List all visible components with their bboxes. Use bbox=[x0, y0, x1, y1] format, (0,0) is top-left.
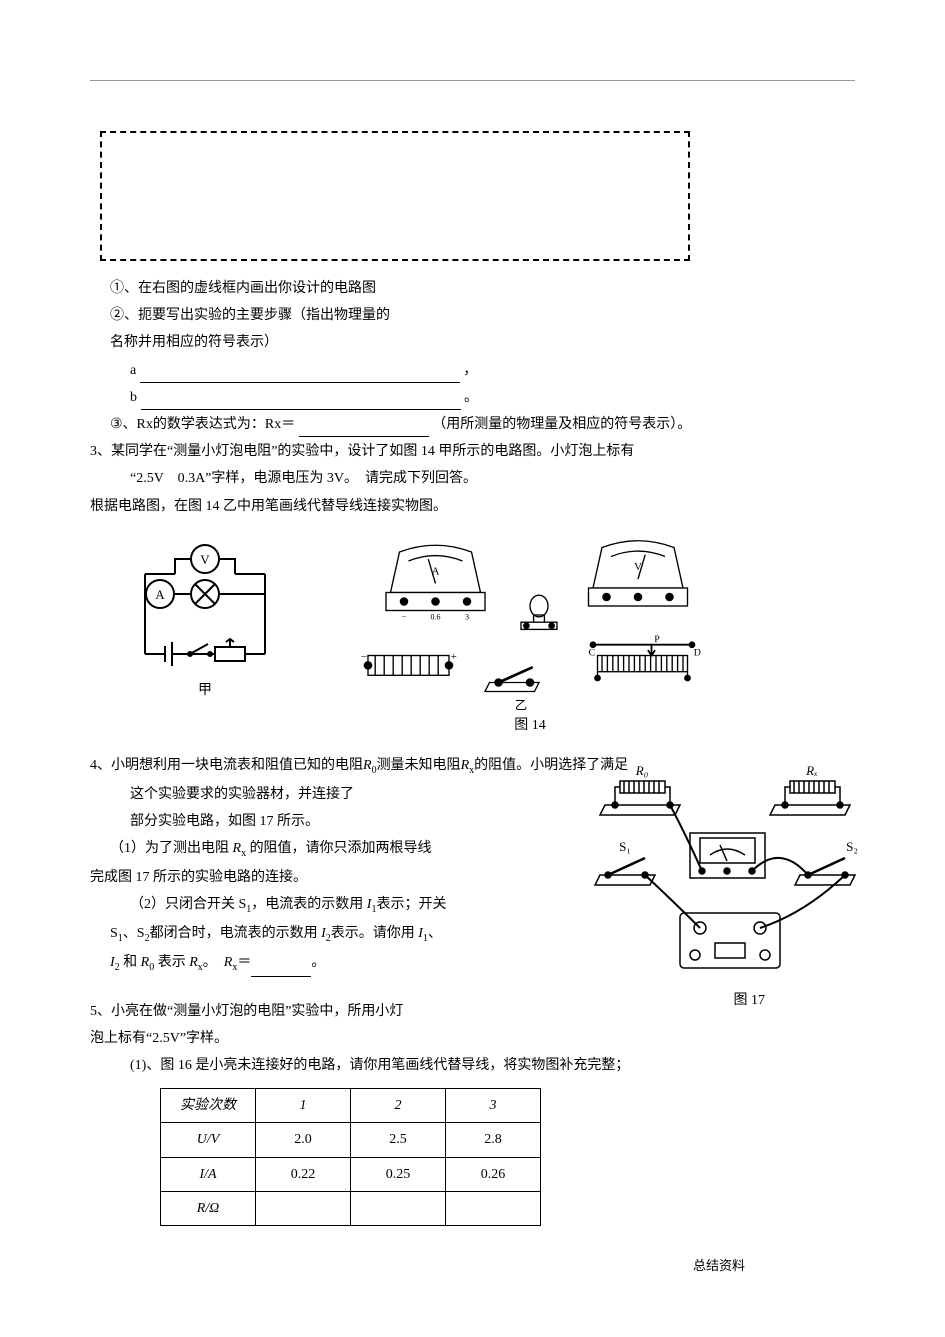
svg-text:R₀: R₀ bbox=[635, 763, 648, 778]
svg-text:甲: 甲 bbox=[198, 683, 212, 698]
instruction-line: ②、扼要写出实验的主要步骤（指出物理量的 bbox=[90, 303, 855, 328]
svg-text:S₂: S₂ bbox=[846, 839, 858, 854]
footer-text: 总结资料 bbox=[693, 1254, 745, 1277]
text: 。 bbox=[311, 955, 325, 970]
instruction-line: 名称并用相应的符号表示） bbox=[90, 330, 855, 355]
cell: 0.22 bbox=[256, 1157, 351, 1191]
q5-line: (1)、图 16 是小亮未连接好的电路，请你用笔画线代替导线，将实物图补充完整； bbox=[90, 1053, 855, 1078]
cell: 2.0 bbox=[256, 1123, 351, 1157]
text: 4、小明想利用一块电流表和阻值已知的电阻 bbox=[90, 758, 363, 773]
circuit-answer-box bbox=[100, 131, 690, 261]
text: （1）为了测出电阻 bbox=[110, 841, 233, 856]
table-header: 实验次数 bbox=[161, 1089, 256, 1123]
text: ，电流表的示数用 bbox=[251, 897, 367, 912]
row-label: U/V bbox=[161, 1123, 256, 1157]
blank-line bbox=[141, 392, 461, 410]
svg-text:−: − bbox=[361, 651, 367, 663]
q5-line: 泡上标有“2.5V”字样。 bbox=[90, 1026, 855, 1051]
figure-14-row: V A bbox=[90, 534, 855, 738]
figure-caption: 图 14 bbox=[320, 713, 740, 738]
header-rule bbox=[90, 80, 855, 81]
text: 、 bbox=[428, 926, 442, 941]
text: 的阻值，请你只添加两根导线 bbox=[246, 841, 432, 856]
text: 表示 bbox=[154, 955, 189, 970]
step-b-line: b 。 bbox=[90, 385, 855, 410]
table-header: 3 bbox=[446, 1089, 541, 1123]
svg-text:3: 3 bbox=[465, 612, 469, 621]
cell: 0.26 bbox=[446, 1157, 541, 1191]
var: R bbox=[461, 758, 470, 773]
figure-caption: 图 17 bbox=[734, 988, 766, 1013]
figure-17: R₀ Rₓ bbox=[585, 763, 875, 983]
apparatus-layout: A − 0.6 3 V bbox=[320, 534, 740, 738]
cell bbox=[446, 1191, 541, 1225]
text: （用所测量的物理量及相应的符号表示）。 bbox=[432, 417, 691, 432]
cell: 2.8 bbox=[446, 1123, 541, 1157]
text: ③、Rx的数学表达式为：Rx＝ bbox=[110, 417, 295, 432]
svg-text:A: A bbox=[155, 587, 165, 602]
var: R bbox=[141, 955, 150, 970]
text: 和 bbox=[120, 955, 141, 970]
svg-text:乙: 乙 bbox=[515, 698, 528, 712]
svg-text:Rₓ: Rₓ bbox=[805, 763, 818, 778]
text: 。 bbox=[203, 955, 210, 970]
text: 测量未知电阻 bbox=[377, 758, 461, 773]
text: （2）只闭合开关 S bbox=[130, 897, 246, 912]
svg-text:0.6: 0.6 bbox=[430, 612, 440, 621]
svg-text:V: V bbox=[634, 561, 642, 573]
table-header: 1 bbox=[256, 1089, 351, 1123]
step-label: b bbox=[130, 390, 137, 405]
step-a-line: a ， bbox=[90, 358, 855, 383]
blank-line bbox=[299, 419, 429, 437]
text: 表示；开关 bbox=[376, 897, 446, 912]
punct: 。 bbox=[464, 390, 478, 405]
svg-text:−: − bbox=[402, 612, 407, 621]
var: R bbox=[363, 758, 372, 773]
table-row: R/Ω bbox=[161, 1191, 541, 1225]
data-table: 实验次数 1 2 3 U/V 2.0 2.5 2.8 I/A 0.22 0.25… bbox=[160, 1088, 541, 1226]
punct: ， bbox=[463, 363, 477, 378]
blank-line bbox=[140, 365, 460, 383]
table-row: I/A 0.22 0.25 0.26 bbox=[161, 1157, 541, 1191]
q3-line: 3、某同学在“测量小灯泡电阻”的实验中，设计了如图 14 甲所示的电路图。小灯泡… bbox=[90, 439, 855, 464]
svg-text:+: + bbox=[451, 651, 457, 663]
table-row: U/V 2.0 2.5 2.8 bbox=[161, 1123, 541, 1157]
svg-text:S₁: S₁ bbox=[619, 839, 631, 854]
q3-line: 根据电路图，在图 14 乙中用笔画线代替导线连接实物图。 bbox=[90, 494, 855, 519]
text: 表示。请你用 bbox=[331, 926, 419, 941]
cell bbox=[256, 1191, 351, 1225]
circuit-schematic: V A bbox=[120, 534, 290, 713]
text: 都闭合时，电流表的示数用 bbox=[150, 926, 322, 941]
var: R bbox=[233, 841, 242, 856]
cell: 2.5 bbox=[351, 1123, 446, 1157]
table-header: 2 bbox=[351, 1089, 446, 1123]
table-header-row: 实验次数 1 2 3 bbox=[161, 1089, 541, 1123]
svg-text:V: V bbox=[200, 552, 210, 567]
var: R bbox=[189, 955, 198, 970]
row-label: R/Ω bbox=[161, 1191, 256, 1225]
text: S bbox=[110, 926, 118, 941]
question-4: 4、小明想利用一块电流表和阻值已知的电阻R0测量未知电阻Rx的阻值。小明选择了满… bbox=[90, 753, 855, 977]
instruction-line: ①、在右图的虚线框内画出你设计的电路图 bbox=[90, 276, 855, 301]
svg-text:A: A bbox=[432, 565, 440, 577]
svg-text:D: D bbox=[694, 647, 701, 658]
cell: 0.25 bbox=[351, 1157, 446, 1191]
svg-text:C: C bbox=[589, 647, 596, 658]
text: ＝ bbox=[237, 955, 251, 970]
text: 、S bbox=[123, 926, 145, 941]
blank-line bbox=[251, 959, 311, 977]
formula-line: ③、Rx的数学表达式为：Rx＝ （用所测量的物理量及相应的符号表示）。 bbox=[90, 412, 855, 437]
step-label: a bbox=[130, 363, 136, 378]
cell bbox=[351, 1191, 446, 1225]
q3-line: “2.5V 0.3A”字样，电源电压为 3V。 请完成下列回答。 bbox=[90, 466, 855, 491]
row-label: I/A bbox=[161, 1157, 256, 1191]
svg-text:P: P bbox=[654, 634, 660, 645]
